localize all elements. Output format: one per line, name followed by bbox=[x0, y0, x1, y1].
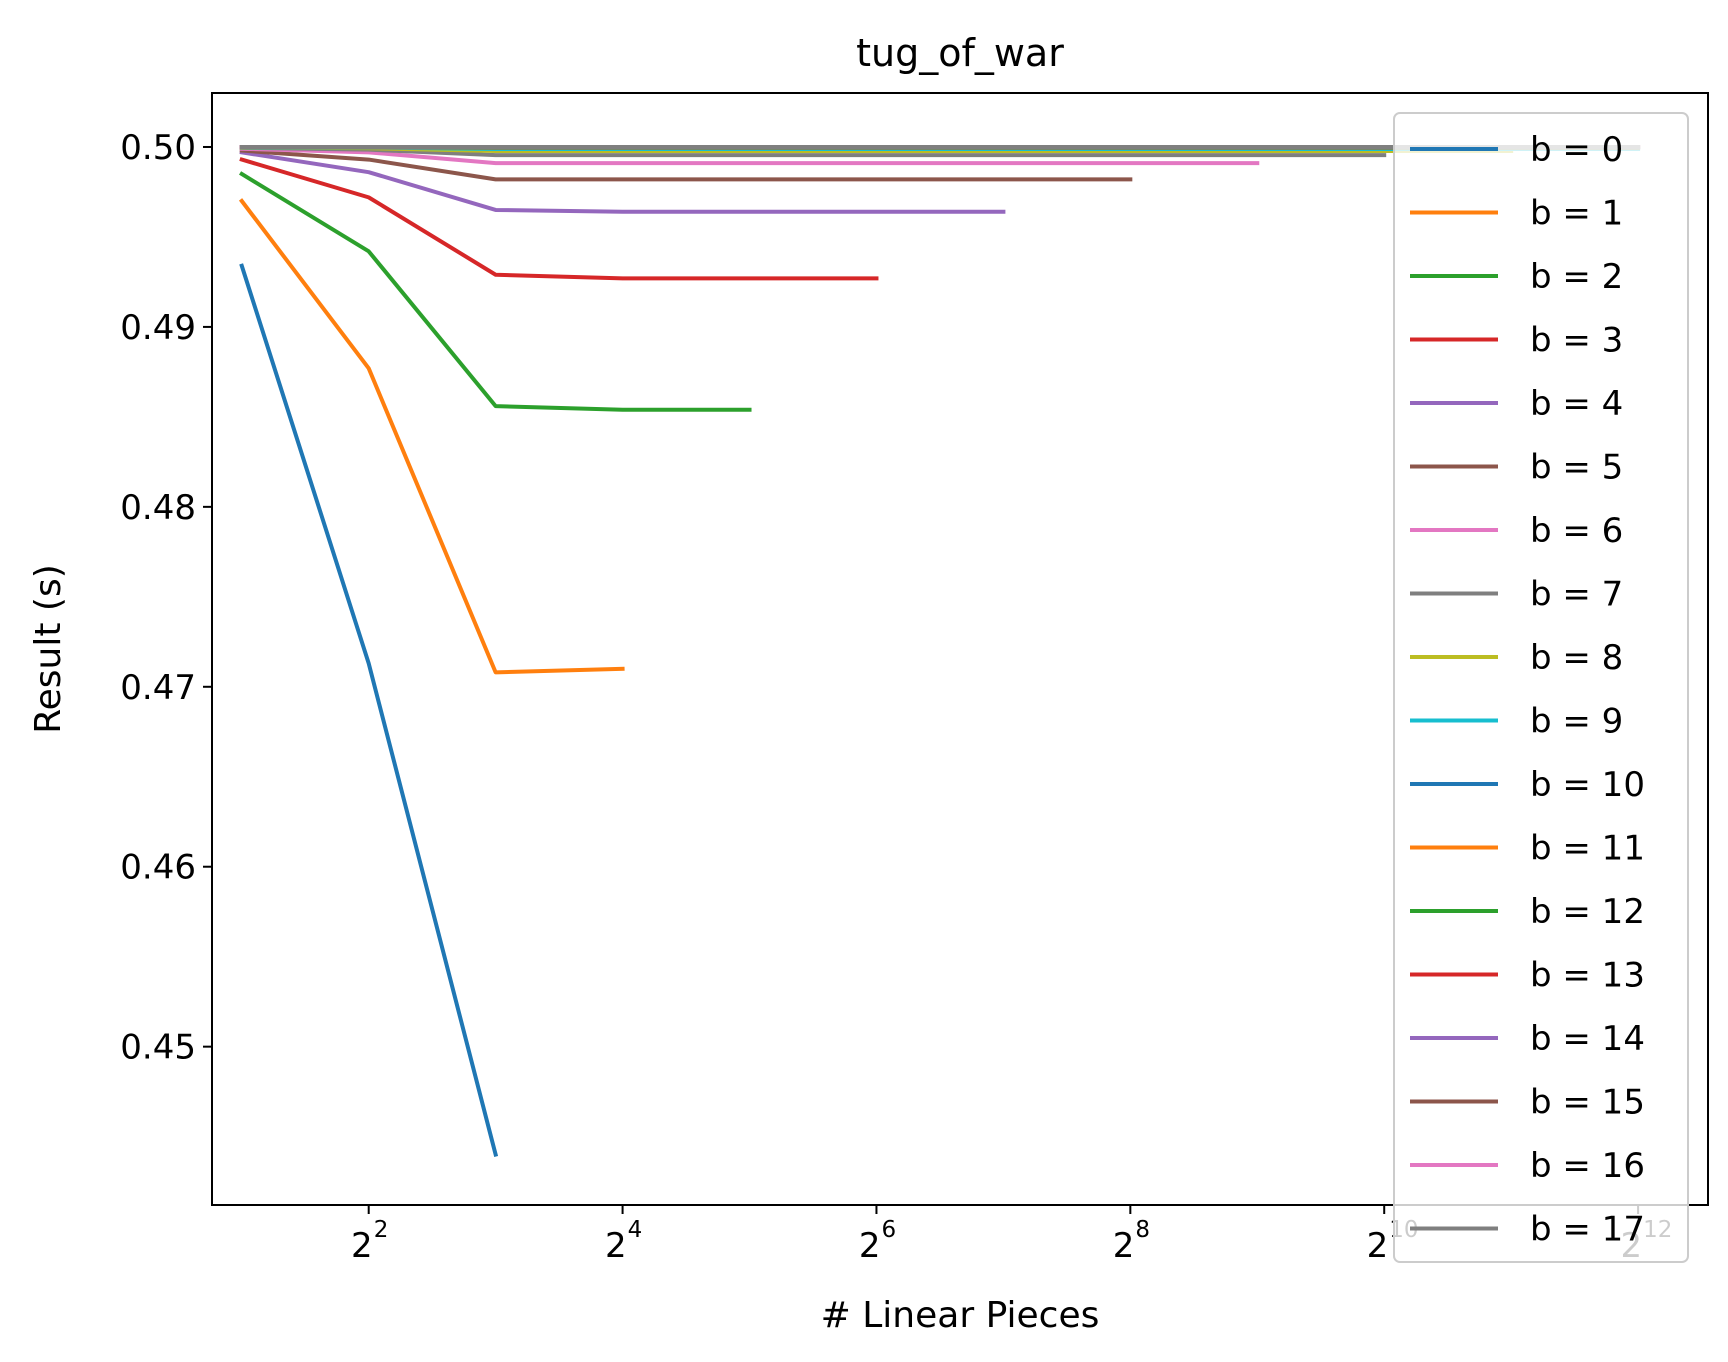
x-tick-label-4: 2 bbox=[1367, 1226, 1389, 1266]
legend-label-14: b = 14 bbox=[1530, 1019, 1645, 1059]
series-line-4 bbox=[239, 150, 1006, 214]
series-line-6 bbox=[239, 146, 1260, 166]
x-tick-label-2: 2 bbox=[859, 1226, 881, 1266]
series-line-0 bbox=[239, 263, 499, 1158]
x-tick-label-0: 2 bbox=[351, 1226, 373, 1266]
y-tick-label-1: 0.46 bbox=[120, 848, 196, 888]
x-tick-exponent-1: 4 bbox=[628, 1217, 643, 1243]
legend-label-17: b = 17 bbox=[1530, 1210, 1645, 1250]
legend-label-7: b = 7 bbox=[1530, 575, 1623, 615]
x-tick-exponent-2: 6 bbox=[881, 1217, 896, 1243]
y-tick-label-0: 0.45 bbox=[120, 1028, 196, 1068]
legend-label-10: b = 10 bbox=[1530, 765, 1645, 805]
y-tick-label-5: 0.50 bbox=[120, 128, 196, 168]
x-tick-label-1: 2 bbox=[605, 1226, 627, 1266]
legend-label-1: b = 1 bbox=[1530, 194, 1623, 234]
legend-label-16: b = 16 bbox=[1530, 1146, 1645, 1186]
legend-label-5: b = 5 bbox=[1530, 448, 1623, 488]
series-line-5 bbox=[239, 148, 1133, 182]
plot-frame bbox=[211, 92, 1709, 1206]
y-tick-label-3: 0.48 bbox=[120, 488, 196, 528]
legend-label-0: b = 0 bbox=[1530, 130, 1623, 170]
x-tick-exponent-0: 2 bbox=[374, 1217, 389, 1243]
legend-label-2: b = 2 bbox=[1530, 257, 1623, 297]
legend-label-8: b = 8 bbox=[1530, 638, 1623, 678]
y-tick-label-2: 0.47 bbox=[120, 668, 196, 708]
x-tick-label-3: 2 bbox=[1113, 1226, 1135, 1266]
series-line-7 bbox=[239, 145, 1387, 158]
series-line-1 bbox=[238, 198, 625, 675]
legend-label-12: b = 12 bbox=[1530, 892, 1645, 932]
legend-label-4: b = 4 bbox=[1530, 384, 1623, 424]
legend-label-15: b = 15 bbox=[1530, 1083, 1645, 1123]
y-tick-label-4: 0.49 bbox=[120, 308, 196, 348]
series-line-3 bbox=[239, 157, 879, 281]
legend-label-11: b = 11 bbox=[1530, 829, 1645, 869]
chart-title: tug_of_war bbox=[856, 31, 1064, 75]
x-axis-label: # Linear Pieces bbox=[821, 1295, 1100, 1336]
x-tick-exponent-3: 8 bbox=[1135, 1217, 1150, 1243]
legend-label-6: b = 6 bbox=[1530, 511, 1623, 551]
legend-label-9: b = 9 bbox=[1530, 702, 1623, 742]
legend: b = 0 b = 1 b = 2 b = 3 b = 4 b = 5 b = 6 b = 7… bbox=[1393, 112, 1689, 1263]
series-line-2 bbox=[239, 171, 752, 412]
y-axis-label: Result (s) bbox=[28, 564, 69, 734]
legend-label-13: b = 13 bbox=[1530, 956, 1645, 996]
y-axis: 0.45 0.46 0.47 0.48 0.49 0.50 bbox=[120, 128, 212, 1068]
legend-label-3: b = 3 bbox=[1530, 321, 1623, 361]
